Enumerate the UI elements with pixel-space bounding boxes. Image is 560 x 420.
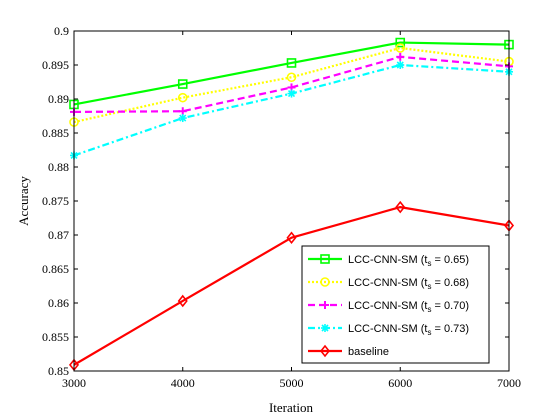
legend-label: baseline	[348, 346, 389, 358]
data-point	[396, 52, 405, 61]
data-point	[286, 72, 297, 83]
data-point	[319, 344, 331, 358]
legend-entry: baseline	[308, 344, 389, 358]
data-point-stroke	[396, 61, 404, 69]
legend-entry: LCC-CNN-SM (ts = 0.70)	[308, 300, 469, 314]
series-layer	[68, 37, 515, 372]
data-point-stroke	[287, 89, 296, 98]
y-tick-label: 0.855	[42, 330, 69, 344]
legend-label: LCC-CNN-SM (ts = 0.73)	[348, 323, 469, 337]
data-point	[395, 43, 406, 53]
legend-label: LCC-CNN-SM (ts = 0.65)	[348, 254, 469, 268]
data-point	[286, 231, 297, 245]
y-tick-label: 0.86	[48, 296, 69, 310]
legend-entry: LCC-CNN-SM (ts = 0.65)	[308, 254, 469, 268]
y-axis-label: Accuracy	[16, 176, 31, 226]
legend: LCC-CNN-SM (ts = 0.65) LCC-CNN-SM (ts = 0…	[301, 245, 490, 364]
data-point	[287, 89, 296, 98]
data-point	[395, 37, 406, 48]
data-point	[320, 254, 330, 264]
data-point-stroke	[321, 324, 329, 332]
data-point	[178, 114, 187, 123]
data-point	[321, 324, 329, 332]
x-tick-label: 6000	[388, 376, 412, 390]
legend-label: LCC-CNN-SM (ts = 0.70)	[348, 300, 469, 314]
series-line	[73, 41, 510, 106]
legend-label: LCC-CNN-SM (ts = 0.68)	[348, 277, 469, 291]
series-5	[68, 200, 515, 372]
y-tick-label: 0.87	[48, 228, 69, 242]
y-tick-label: 0.89	[48, 92, 69, 106]
axes-layer: 3000 4000 5000 6000 7000 0.85 0.855 0.86 0.865 0.…	[42, 24, 521, 390]
legend-entry: LCC-CNN-SM (ts = 0.73)	[308, 323, 469, 337]
x-tick-label: 7000	[497, 376, 521, 390]
x-tick-label: 4000	[171, 376, 195, 390]
data-point	[177, 92, 188, 103]
data-point	[286, 58, 297, 68]
data-point	[178, 107, 187, 116]
data-point	[396, 61, 405, 69]
x-axis-label: Iteration	[269, 400, 314, 415]
y-tick-label: 0.865	[42, 262, 69, 276]
legend-entry: LCC-CNN-SM (ts = 0.68)	[308, 277, 469, 291]
y-tick-label: 0.875	[42, 194, 69, 208]
y-tick-label: 0.85	[48, 364, 69, 378]
y-tick-label: 0.9	[54, 24, 69, 38]
data-point-stroke	[179, 114, 187, 122]
series-line	[73, 206, 510, 366]
x-tick-label: 5000	[280, 376, 304, 390]
x-tick-label: 3000	[62, 376, 86, 390]
series-2	[69, 43, 514, 127]
data-point	[177, 79, 188, 89]
data-point	[320, 277, 330, 287]
y-tick-label: 0.885	[42, 126, 69, 140]
data-point	[395, 200, 406, 214]
y-tick-label: 0.88	[48, 160, 69, 174]
data-point	[321, 301, 329, 309]
data-point	[177, 294, 188, 308]
y-tick-label: 0.895	[42, 58, 69, 72]
